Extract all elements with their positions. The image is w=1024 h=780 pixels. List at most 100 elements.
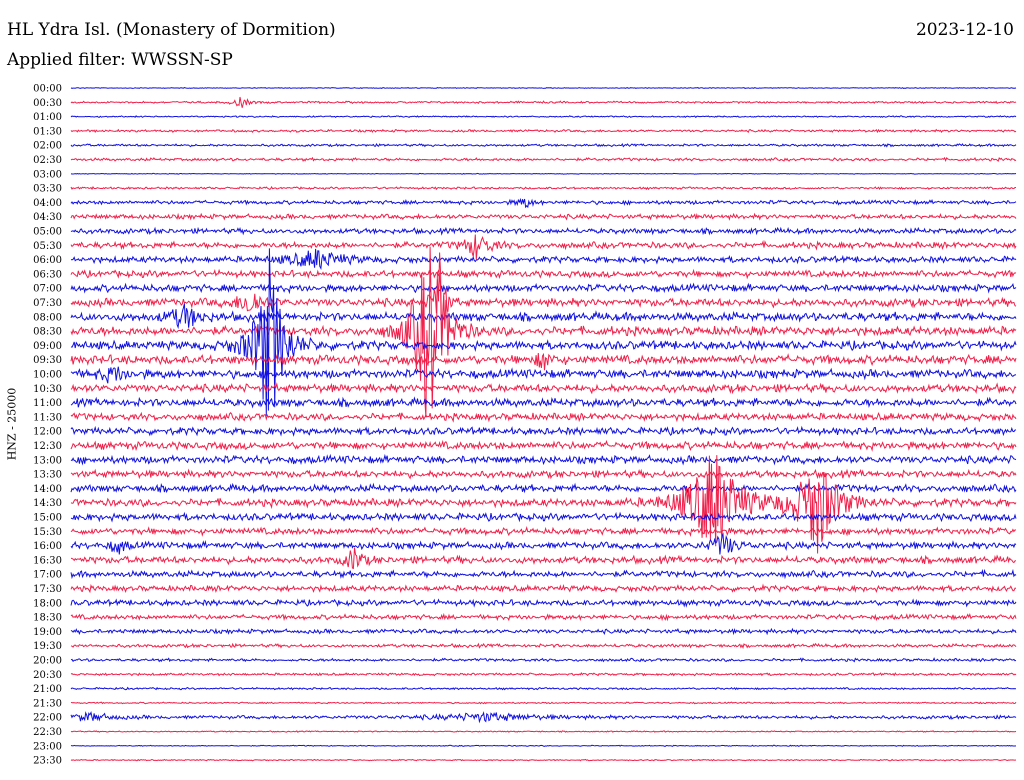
time-tick-label: 05:30	[33, 241, 62, 252]
time-tick-label: 23:00	[33, 741, 62, 752]
trace-line	[70, 468, 1017, 480]
time-tick-label: 04:00	[33, 198, 62, 209]
filter-label: Applied filter: WWSSN-SP	[7, 50, 233, 70]
time-tick-label: 01:00	[33, 112, 62, 123]
trace-line	[70, 172, 1017, 175]
time-tick-label: 23:30	[33, 756, 62, 767]
traces	[70, 87, 1017, 762]
time-tick-label: 06:00	[33, 255, 62, 266]
trace-line	[70, 612, 1017, 622]
station-title: HL Ydra Isl. (Monastery of Dormition)	[7, 20, 336, 40]
trace-line	[70, 234, 1017, 260]
time-tick-label: 00:30	[33, 98, 62, 109]
time-tick-label: 22:00	[33, 713, 62, 724]
trace-line	[70, 598, 1017, 608]
trace-line	[70, 87, 1017, 89]
time-tick-label: 02:30	[33, 155, 62, 166]
time-tick-label: 18:00	[33, 598, 62, 609]
time-tick-label: 19:00	[33, 627, 62, 638]
trace-line	[70, 352, 1017, 371]
time-tick-label: 07:30	[33, 298, 62, 309]
trace-line	[70, 583, 1017, 594]
trace-line	[70, 657, 1017, 663]
time-tick-label: 15:00	[33, 513, 62, 524]
time-tick-label: 01:30	[33, 126, 62, 137]
trace-line	[70, 115, 1017, 119]
time-tick-label: 08:00	[33, 312, 62, 323]
trace-line	[70, 525, 1017, 538]
time-tick-label: 17:00	[33, 570, 62, 581]
trace-line	[70, 758, 1017, 762]
trace-line	[70, 710, 1017, 724]
time-tick-label: 13:00	[33, 455, 62, 466]
time-tick-label: 08:30	[33, 327, 62, 338]
time-tick-label: 17:30	[33, 584, 62, 595]
time-tick-label: 14:30	[33, 498, 62, 509]
time-tick-label: 05:00	[33, 227, 62, 238]
time-tick-label: 18:30	[33, 613, 62, 624]
trace-line	[70, 252, 1017, 344]
trace-line	[70, 532, 1017, 555]
trace-line	[70, 282, 1017, 295]
time-tick-label: 20:30	[33, 670, 62, 681]
time-tick-label: 02:00	[33, 141, 62, 152]
trace-line	[70, 382, 1017, 395]
time-tick-label: 12:00	[33, 427, 62, 438]
trace-line	[70, 686, 1017, 691]
time-tick-label: 14:00	[33, 484, 62, 495]
trace-line	[70, 744, 1017, 747]
time-tick-label: 06:30	[33, 269, 62, 280]
trace-line	[70, 142, 1017, 148]
trace-line	[70, 730, 1017, 733]
time-tick-label: 21:00	[33, 684, 62, 695]
trace-line	[70, 439, 1017, 452]
time-tick-label: 13:30	[33, 470, 62, 481]
trace-line	[70, 672, 1017, 677]
time-tick-label: 09:00	[33, 341, 62, 352]
trace-line	[70, 212, 1017, 221]
time-tick-label: 16:00	[33, 541, 62, 552]
time-tick-label: 00:00	[33, 84, 62, 95]
trace-line	[70, 197, 1017, 209]
time-tick-label: 11:30	[33, 412, 62, 423]
trace-line	[70, 156, 1017, 162]
date-label: 2023-12-10	[915, 20, 1014, 40]
time-tick-label: 20:00	[33, 656, 62, 667]
trace-line	[70, 511, 1017, 523]
time-tick-label: 12:30	[33, 441, 62, 452]
trace-line	[70, 642, 1017, 650]
time-tick-label: 10:30	[33, 384, 62, 395]
trace-line	[70, 185, 1016, 191]
trace-line	[70, 248, 1017, 416]
time-tick-label: 04:30	[33, 212, 62, 223]
time-tick-label: 03:00	[33, 169, 62, 180]
time-tick-label: 22:30	[33, 727, 62, 738]
trace-line	[70, 268, 1017, 280]
time-tick-label: 09:30	[33, 355, 62, 366]
trace-line	[70, 453, 1017, 466]
time-tick-label: 16:30	[33, 555, 62, 566]
trace-line	[70, 568, 1017, 580]
trace-line	[70, 303, 1017, 330]
trace-line	[70, 425, 1017, 437]
trace-line	[70, 128, 1017, 134]
time-tick-label: 07:00	[33, 284, 62, 295]
trace-line	[70, 366, 1017, 384]
trace-line	[70, 455, 1017, 554]
trace-line	[70, 96, 1017, 108]
trace-line	[70, 396, 1017, 409]
time-ticks: 00:00 00:30 01:00 01:30 02:00 02:30 03:00 03:30…	[33, 84, 62, 767]
trace-line	[70, 547, 1017, 570]
trace-line	[70, 411, 1017, 423]
time-tick-label: 03:30	[33, 184, 62, 195]
time-tick-label: 11:00	[33, 398, 62, 409]
time-tick-label: 15:30	[33, 527, 62, 538]
trace-line	[70, 482, 1017, 494]
trace-line	[70, 226, 1017, 236]
trace-line	[70, 627, 1017, 636]
time-tick-label: 10:00	[33, 370, 62, 381]
time-tick-label: 21:30	[33, 698, 62, 709]
trace-line	[70, 246, 1017, 418]
trace-line	[70, 701, 1017, 705]
